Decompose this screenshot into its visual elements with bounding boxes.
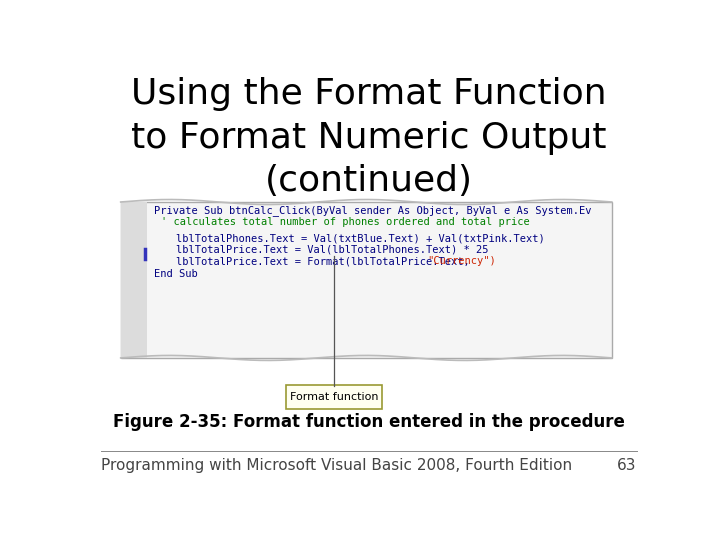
Text: lblTotalPrice.Text = Val(lblTotalPhones.Text) * 25: lblTotalPrice.Text = Val(lblTotalPhones.… <box>176 245 489 255</box>
Text: 63: 63 <box>617 458 637 472</box>
Text: ' calculates total number of phones ordered and total price: ' calculates total number of phones orde… <box>161 217 530 227</box>
FancyBboxPatch shape <box>121 202 612 358</box>
Text: Figure 2-35: Format function entered in the procedure: Figure 2-35: Format function entered in … <box>113 413 625 431</box>
Text: Format function: Format function <box>290 392 379 402</box>
Text: Using the Format Function
to Format Numeric Output
(continued): Using the Format Function to Format Nume… <box>131 77 607 198</box>
Text: End Sub: End Sub <box>154 268 198 279</box>
FancyBboxPatch shape <box>121 202 148 358</box>
Text: Programming with Microsoft Visual Basic 2008, Fourth Edition: Programming with Microsoft Visual Basic … <box>101 458 572 472</box>
FancyBboxPatch shape <box>287 385 382 409</box>
Text: lblTotalPrice.Text = Format(lblTotalPrice.Text,: lblTotalPrice.Text = Format(lblTotalPric… <box>176 256 477 266</box>
Text: Private Sub btnCalc_Click(ByVal sender As Object, ByVal e As System.Ev: Private Sub btnCalc_Click(ByVal sender A… <box>154 205 592 216</box>
Text: lblTotalPhones.Text = Val(txtBlue.Text) + Val(txtPink.Text): lblTotalPhones.Text = Val(txtBlue.Text) … <box>176 233 545 243</box>
Text: "Currency"): "Currency") <box>427 256 496 266</box>
